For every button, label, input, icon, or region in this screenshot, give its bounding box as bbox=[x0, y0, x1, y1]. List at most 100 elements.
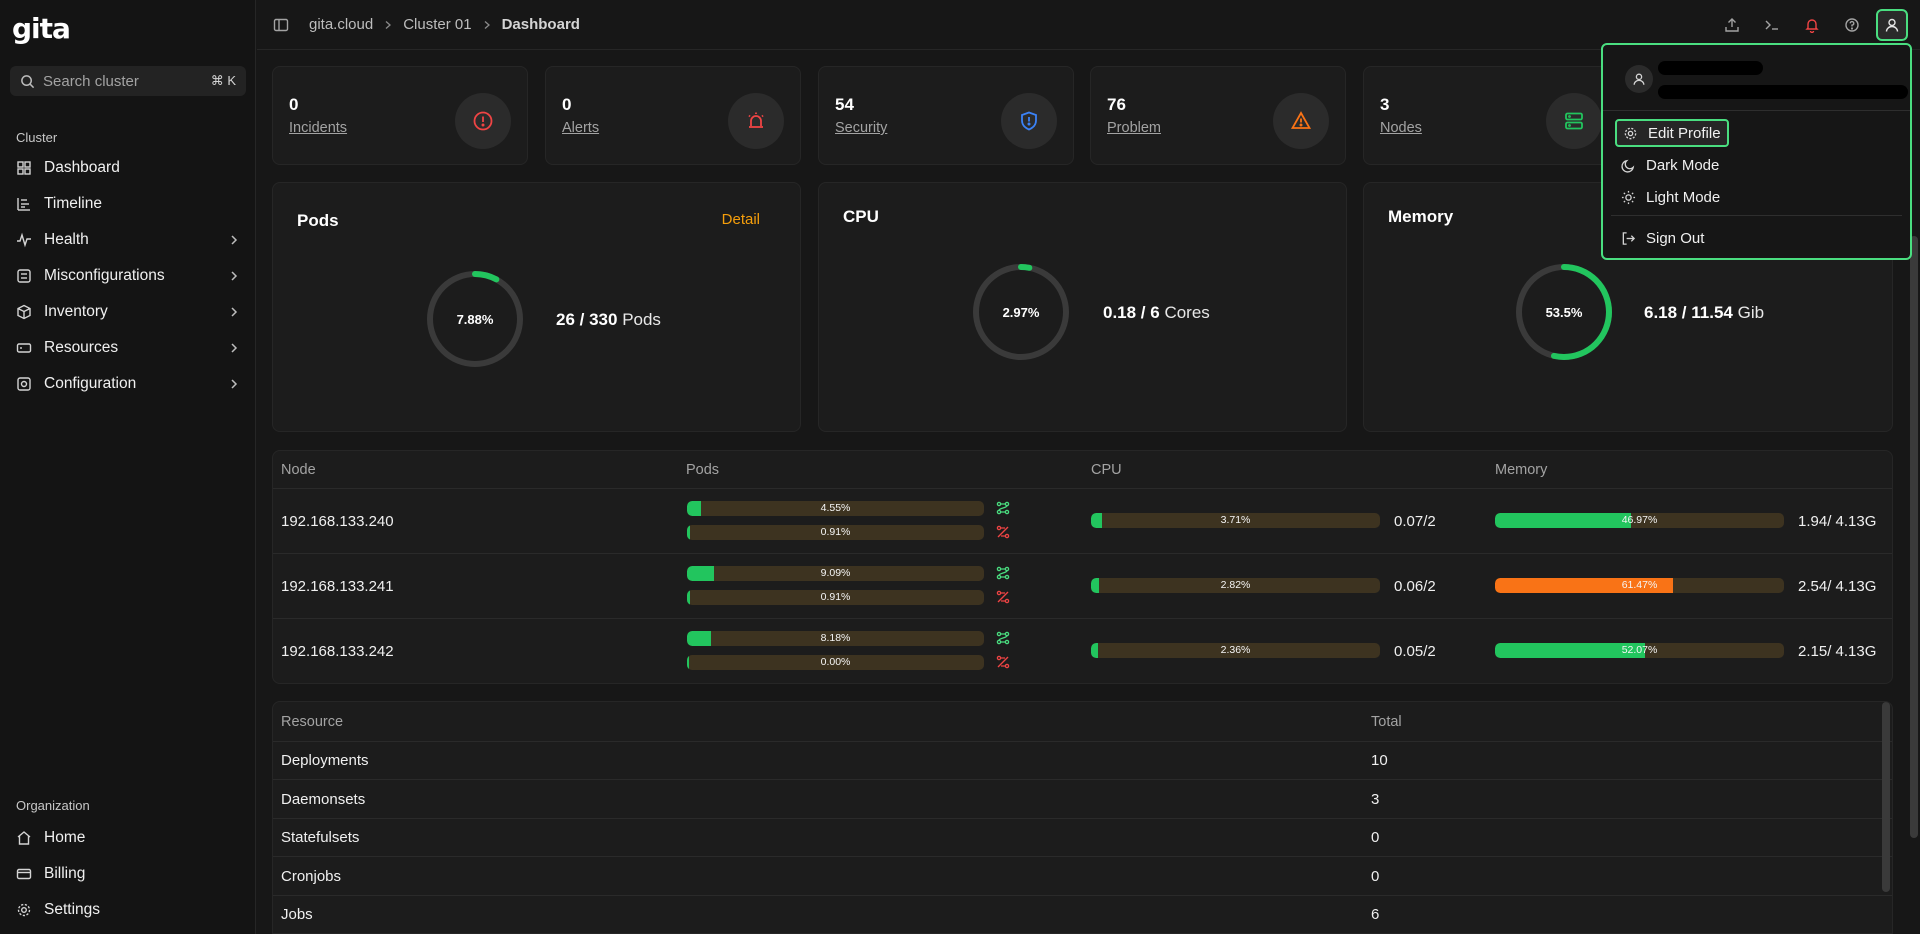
sidebar-toggle-icon[interactable] bbox=[273, 17, 289, 33]
resource-total: 0 bbox=[1371, 867, 1380, 885]
gear-icon bbox=[1623, 126, 1638, 141]
memory-usage: 2.15/ 4.13G bbox=[1798, 643, 1877, 660]
table-row[interactable]: 192.168.133.241 9.09% 0.91% 2.82% 0.06/2… bbox=[273, 554, 1892, 619]
memory-bar: 46.97% bbox=[1495, 513, 1784, 528]
card-title: CPU bbox=[843, 207, 879, 226]
terminal-icon[interactable] bbox=[1756, 9, 1788, 41]
memory-percent: 53.5% bbox=[1545, 304, 1583, 320]
sidebar-item-health[interactable]: Health bbox=[8, 222, 248, 258]
sidebar-item-timeline[interactable]: Timeline bbox=[8, 186, 248, 222]
user-info bbox=[1603, 45, 1910, 111]
resource-table-scrollbar[interactable] bbox=[1882, 702, 1890, 892]
help-icon[interactable] bbox=[1836, 9, 1868, 41]
table-row[interactable]: Deployments 10 bbox=[273, 742, 1892, 780]
pods-bar-running: 4.55% bbox=[687, 501, 984, 516]
menu-item-sign-out[interactable]: Sign Out bbox=[1615, 224, 1710, 252]
sidebar-item-resources[interactable]: Resources bbox=[8, 330, 248, 366]
stat-value: 0 bbox=[289, 95, 299, 114]
bar-fill bbox=[687, 501, 701, 516]
pods-unit: Pods bbox=[622, 310, 661, 329]
sidebar-item-misconfigurations[interactable]: Misconfigurations bbox=[8, 258, 248, 294]
pods-card: Pods Detail 7.88% 26 / 330 Pods bbox=[272, 182, 801, 432]
stat-card-security: 54 Security bbox=[818, 66, 1074, 165]
stat-link-problem[interactable]: Problem bbox=[1107, 120, 1161, 136]
column-header-resource: Resource bbox=[281, 714, 344, 730]
sidebar-item-configuration[interactable]: Configuration bbox=[8, 366, 248, 402]
section-label-cluster: Cluster bbox=[16, 130, 58, 145]
bar-label: 8.18% bbox=[820, 632, 851, 644]
sidebar-item-dashboard[interactable]: Dashboard bbox=[8, 150, 248, 186]
sidebar-item-home[interactable]: Home bbox=[8, 820, 248, 856]
user-menu-button[interactable] bbox=[1876, 9, 1908, 41]
resource-name: Cronjobs bbox=[281, 867, 342, 885]
menu-item-label: Edit Profile bbox=[1648, 124, 1721, 142]
node-ip: 192.168.133.242 bbox=[281, 643, 394, 660]
stat-link-incidents[interactable]: Incidents bbox=[289, 120, 348, 136]
bell-icon[interactable] bbox=[1796, 9, 1828, 41]
sidebar-item-label: Timeline bbox=[44, 195, 102, 212]
node-ip: 192.168.133.240 bbox=[281, 513, 394, 530]
table-row[interactable]: Jobs 6 bbox=[273, 896, 1892, 933]
cpu-usage: 0.06/2 bbox=[1394, 578, 1436, 595]
cpu-bar: 2.82% bbox=[1091, 578, 1380, 593]
sidebar-item-inventory[interactable]: Inventory bbox=[8, 294, 248, 330]
bar-fill bbox=[1091, 513, 1102, 528]
pods-bar-failed: 0.91% bbox=[687, 525, 984, 540]
sidebar-item-billing[interactable]: Billing bbox=[8, 856, 248, 892]
table-row[interactable]: Daemonsets 3 bbox=[273, 781, 1892, 819]
breadcrumb: gita.cloud Cluster 01 Dashboard bbox=[309, 16, 580, 33]
menu-item-light-mode[interactable]: Light Mode bbox=[1615, 183, 1726, 211]
page-scrollbar[interactable] bbox=[1910, 236, 1918, 838]
sign-out-icon bbox=[1621, 231, 1636, 246]
search-icon bbox=[20, 74, 35, 89]
grid-icon bbox=[16, 160, 34, 176]
box-icon bbox=[16, 304, 34, 320]
moon-icon bbox=[1621, 158, 1636, 173]
detail-link[interactable]: Detail bbox=[721, 211, 760, 228]
topbar: gita.cloud Cluster 01 Dashboard bbox=[257, 0, 1920, 50]
stat-value: 54 bbox=[835, 95, 854, 114]
link-icon bbox=[996, 566, 1010, 580]
breadcrumb-cluster[interactable]: Cluster 01 bbox=[403, 16, 472, 33]
table-row[interactable]: Statefulsets 0 bbox=[273, 819, 1892, 857]
node-ip: 192.168.133.241 bbox=[281, 578, 394, 595]
stat-link-security[interactable]: Security bbox=[835, 120, 888, 136]
bar-fill bbox=[1091, 578, 1100, 593]
bar-label: 2.82% bbox=[1220, 579, 1251, 591]
card-title: Memory bbox=[1388, 207, 1454, 226]
column-header-total: Total bbox=[1371, 714, 1402, 730]
search-input[interactable]: Search cluster ⌘ K bbox=[10, 66, 246, 96]
breadcrumb-root[interactable]: gita.cloud bbox=[309, 16, 374, 33]
cpu-percent: 2.97% bbox=[1002, 304, 1040, 320]
memory-bar: 61.47% bbox=[1495, 578, 1784, 593]
configuration-icon bbox=[16, 376, 34, 392]
resource-total: 6 bbox=[1371, 906, 1380, 923]
cpu-used: 0.18 / 6 bbox=[1103, 303, 1160, 322]
bar-label: 61.47% bbox=[1621, 579, 1658, 591]
sidebar-item-settings[interactable]: Settings bbox=[8, 892, 248, 928]
stat-card-incidents: 0 Incidents bbox=[272, 66, 528, 165]
menu-item-dark-mode[interactable]: Dark Mode bbox=[1615, 151, 1725, 179]
stat-link-alerts[interactable]: Alerts bbox=[562, 120, 600, 136]
column-header-cpu: CPU bbox=[1091, 462, 1122, 478]
resource-name: Jobs bbox=[281, 906, 313, 923]
cpu-usage: 0.05/2 bbox=[1394, 643, 1436, 660]
link-icon bbox=[996, 501, 1010, 515]
menu-item-edit-profile[interactable]: Edit Profile bbox=[1615, 119, 1729, 147]
table-row[interactable]: 192.168.133.240 4.55% 0.91% 3.71% 0.07/2… bbox=[273, 489, 1892, 554]
table-row[interactable]: 192.168.133.242 8.18% 0.00% 2.36% 0.05/2… bbox=[273, 619, 1892, 684]
logo[interactable]: gita bbox=[12, 12, 71, 45]
redacted-user-email bbox=[1658, 85, 1908, 99]
bar-label: 2.36% bbox=[1220, 644, 1251, 656]
bar-label: 4.55% bbox=[820, 502, 851, 514]
broken-link-icon bbox=[996, 525, 1010, 539]
sidebar-item-label: Inventory bbox=[44, 303, 108, 320]
breadcrumb-current: Dashboard bbox=[501, 16, 580, 33]
stat-link-nodes[interactable]: Nodes bbox=[1380, 120, 1422, 136]
sidebar-item-label: Configuration bbox=[44, 375, 137, 392]
table-row[interactable]: Cronjobs 0 bbox=[273, 858, 1892, 896]
resource-name: Statefulsets bbox=[281, 829, 360, 846]
pods-bar-failed: 0.00% bbox=[687, 655, 984, 670]
upload-icon[interactable] bbox=[1716, 9, 1748, 41]
stat-value: 76 bbox=[1107, 95, 1126, 114]
